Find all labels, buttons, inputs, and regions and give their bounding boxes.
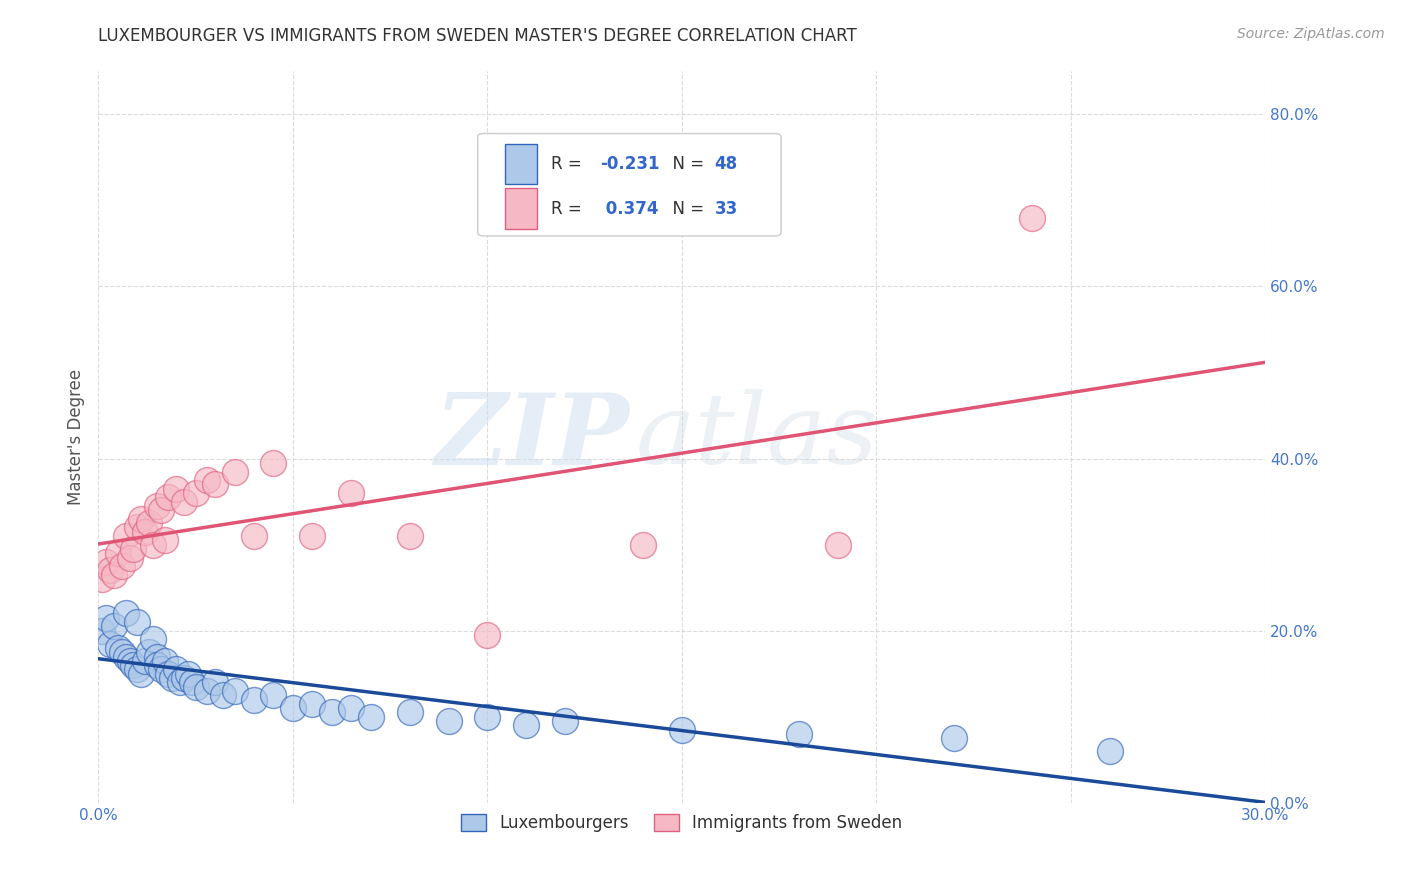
- Point: [98, 637, 121, 651]
- Point: [122, 541, 145, 556]
- Point: [224, 684, 246, 698]
- Point: [173, 671, 195, 685]
- Point: [671, 723, 693, 737]
- Point: [91, 572, 114, 586]
- Point: [153, 533, 176, 548]
- Text: Source: ZipAtlas.com: Source: ZipAtlas.com: [1237, 27, 1385, 41]
- FancyBboxPatch shape: [505, 144, 537, 184]
- Point: [165, 662, 187, 676]
- Point: [134, 524, 156, 539]
- Y-axis label: Master's Degree: Master's Degree: [66, 369, 84, 505]
- Point: [477, 710, 499, 724]
- Point: [515, 718, 537, 732]
- Text: N =: N =: [662, 155, 710, 173]
- Point: [114, 529, 136, 543]
- Point: [224, 465, 246, 479]
- Point: [157, 666, 180, 681]
- Point: [142, 538, 165, 552]
- Text: ZIP: ZIP: [434, 389, 630, 485]
- Point: [477, 628, 499, 642]
- Point: [195, 684, 218, 698]
- Point: [787, 727, 810, 741]
- Point: [122, 658, 145, 673]
- Point: [184, 680, 207, 694]
- Point: [262, 688, 284, 702]
- Point: [169, 675, 191, 690]
- Point: [118, 654, 141, 668]
- Point: [360, 710, 382, 724]
- Legend: Luxembourgers, Immigrants from Sweden: Luxembourgers, Immigrants from Sweden: [454, 807, 910, 838]
- Point: [262, 456, 284, 470]
- Point: [243, 529, 266, 543]
- Text: LUXEMBOURGER VS IMMIGRANTS FROM SWEDEN MASTER'S DEGREE CORRELATION CHART: LUXEMBOURGER VS IMMIGRANTS FROM SWEDEN M…: [98, 27, 858, 45]
- Point: [129, 512, 152, 526]
- Text: R =: R =: [551, 155, 588, 173]
- Point: [340, 486, 363, 500]
- Text: -0.231: -0.231: [600, 155, 659, 173]
- Point: [138, 516, 160, 530]
- Point: [103, 619, 125, 633]
- Point: [98, 564, 121, 578]
- Point: [827, 538, 849, 552]
- Point: [398, 529, 420, 543]
- Point: [96, 555, 118, 569]
- Text: 0.374: 0.374: [600, 200, 659, 218]
- Point: [127, 520, 149, 534]
- Point: [321, 706, 343, 720]
- Point: [204, 477, 226, 491]
- Point: [111, 559, 134, 574]
- Point: [146, 649, 169, 664]
- Point: [281, 701, 304, 715]
- Point: [195, 473, 218, 487]
- Point: [91, 624, 114, 638]
- Point: [129, 666, 152, 681]
- Point: [165, 482, 187, 496]
- Point: [111, 645, 134, 659]
- Point: [943, 731, 966, 746]
- Point: [153, 654, 176, 668]
- Point: [107, 546, 129, 560]
- Point: [146, 499, 169, 513]
- Text: 48: 48: [714, 155, 738, 173]
- Point: [138, 645, 160, 659]
- Point: [103, 567, 125, 582]
- Point: [301, 697, 323, 711]
- Text: N =: N =: [662, 200, 710, 218]
- Point: [173, 494, 195, 508]
- Point: [437, 714, 460, 728]
- Point: [96, 611, 118, 625]
- Text: atlas: atlas: [636, 390, 877, 484]
- Point: [114, 607, 136, 621]
- Point: [631, 538, 654, 552]
- Text: 33: 33: [714, 200, 738, 218]
- Point: [146, 658, 169, 673]
- Point: [107, 640, 129, 655]
- Point: [180, 675, 202, 690]
- Point: [149, 662, 172, 676]
- Point: [142, 632, 165, 647]
- Point: [204, 675, 226, 690]
- Point: [340, 701, 363, 715]
- FancyBboxPatch shape: [478, 134, 782, 235]
- Point: [398, 706, 420, 720]
- Point: [134, 654, 156, 668]
- Point: [114, 649, 136, 664]
- Point: [162, 671, 184, 685]
- Point: [184, 486, 207, 500]
- Point: [1021, 211, 1043, 225]
- Point: [243, 692, 266, 706]
- Point: [127, 662, 149, 676]
- Point: [212, 688, 235, 702]
- Point: [554, 714, 576, 728]
- Point: [177, 666, 200, 681]
- FancyBboxPatch shape: [505, 188, 537, 228]
- Point: [127, 615, 149, 629]
- Point: [118, 550, 141, 565]
- Point: [1098, 744, 1121, 758]
- Point: [149, 503, 172, 517]
- Text: R =: R =: [551, 200, 588, 218]
- Point: [157, 491, 180, 505]
- Point: [301, 529, 323, 543]
